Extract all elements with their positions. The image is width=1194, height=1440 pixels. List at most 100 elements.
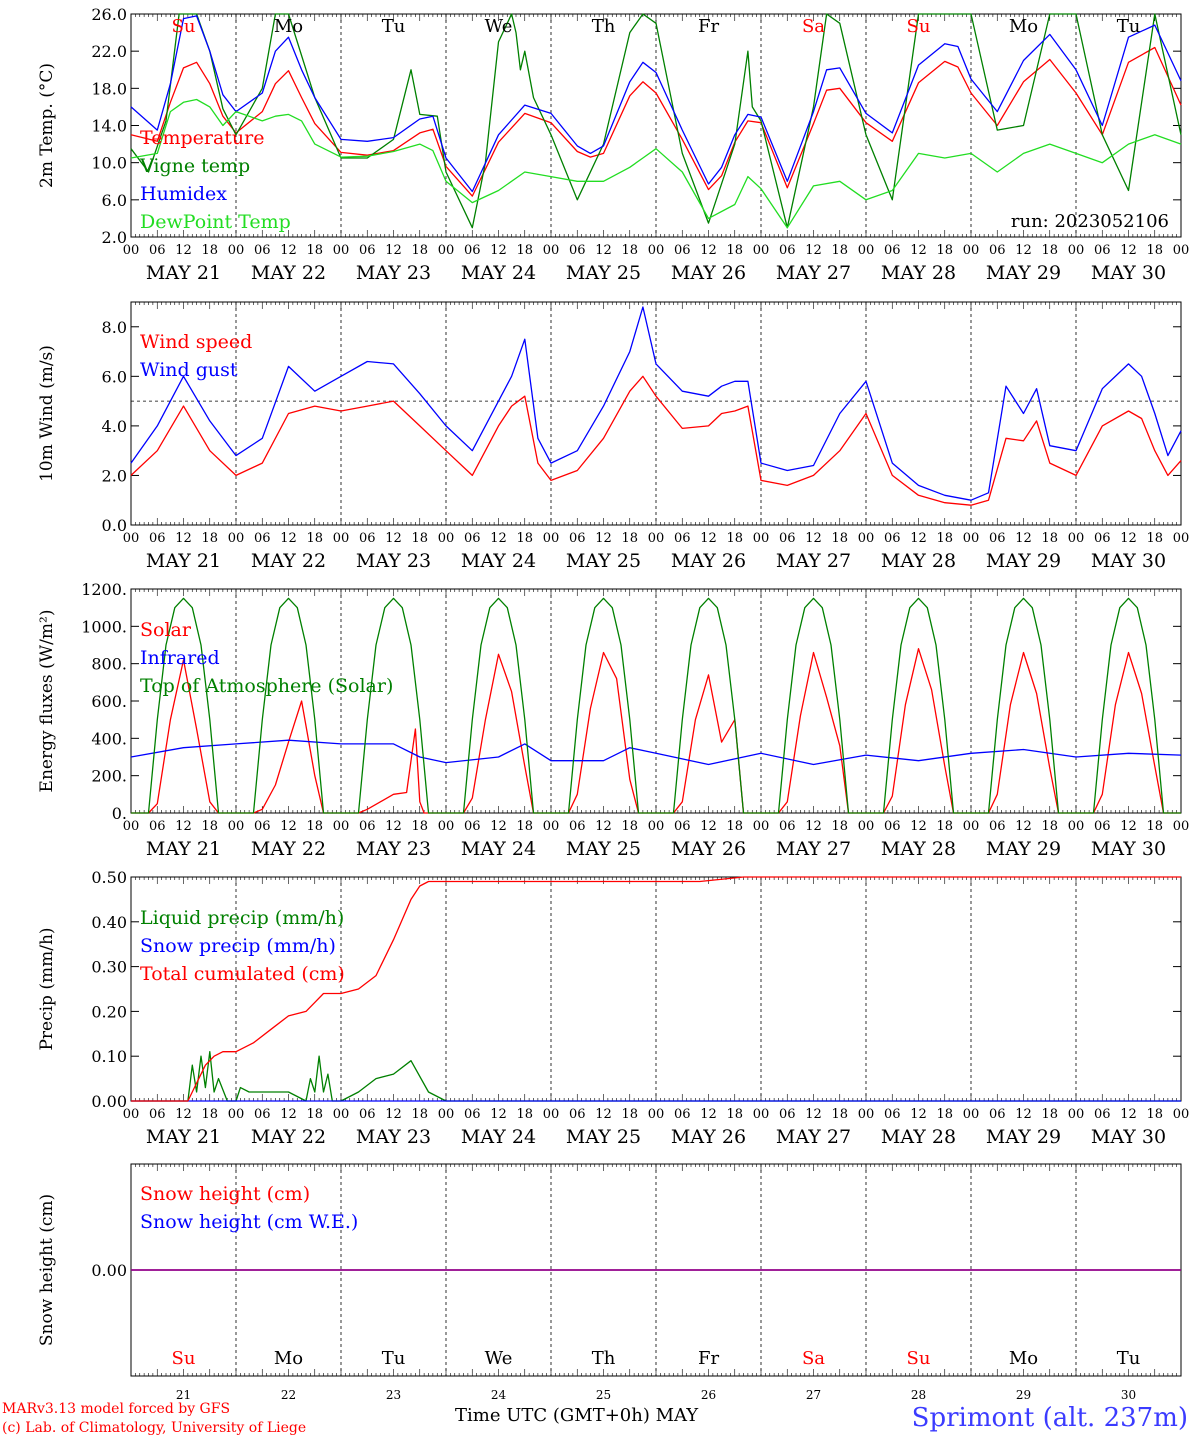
date-label: MAY 28 xyxy=(881,838,956,860)
hour-tick-label: 18 xyxy=(201,1107,218,1122)
day-header: Mo xyxy=(274,16,303,37)
hour-tick-label: 18 xyxy=(411,1107,428,1122)
date-label: MAY 29 xyxy=(986,550,1061,572)
date-label: MAY 28 xyxy=(881,1126,956,1148)
date-label: MAY 26 xyxy=(671,262,746,284)
hour-tick-label: 06 xyxy=(989,1107,1006,1122)
hour-tick-label: 00 xyxy=(858,819,875,834)
y-tick-label: 10.0 xyxy=(91,154,127,173)
hour-tick-label: 18 xyxy=(1146,819,1163,834)
hour-tick-label: 00 xyxy=(1173,819,1190,834)
hour-tick-label: 06 xyxy=(989,243,1006,258)
legend-entry: Top of Atmosphere (Solar) xyxy=(140,675,393,697)
day-number: 26 xyxy=(701,1388,716,1402)
hour-tick-label: 18 xyxy=(621,819,638,834)
hour-tick-label: 06 xyxy=(779,819,796,834)
y-tick-label: 400. xyxy=(91,729,127,748)
day-footer: Th xyxy=(592,1348,616,1369)
date-label: MAY 30 xyxy=(1091,550,1166,572)
hour-tick-label: 00 xyxy=(123,819,140,834)
hour-tick-label: 12 xyxy=(280,531,297,546)
date-label: MAY 29 xyxy=(986,262,1061,284)
day-header: Su xyxy=(907,16,931,37)
hour-tick-label: 06 xyxy=(674,531,691,546)
y-tick-label: 0.00 xyxy=(91,1261,127,1280)
hour-tick-label: 18 xyxy=(516,1107,533,1122)
hour-tick-label: 12 xyxy=(910,819,927,834)
hour-tick-label: 12 xyxy=(1015,243,1032,258)
hour-tick-label: 06 xyxy=(779,1107,796,1122)
hour-tick-label: 00 xyxy=(648,243,665,258)
date-label: MAY 21 xyxy=(146,1126,221,1148)
day-number: 21 xyxy=(176,1388,191,1402)
hour-tick-label: 12 xyxy=(595,531,612,546)
hour-tick-label: 12 xyxy=(175,819,192,834)
legend-entry: Temperature xyxy=(140,127,264,149)
date-label: MAY 25 xyxy=(566,1126,641,1148)
day-number: 27 xyxy=(806,1388,821,1402)
hour-tick-label: 18 xyxy=(516,531,533,546)
hour-tick-label: 00 xyxy=(123,531,140,546)
y-tick-label: 0.0 xyxy=(102,516,127,535)
day-footer: We xyxy=(485,1348,513,1369)
date-label: MAY 22 xyxy=(251,262,326,284)
hour-tick-label: 12 xyxy=(490,1107,507,1122)
hour-tick-label: 18 xyxy=(936,819,953,834)
hour-tick-label: 00 xyxy=(228,819,245,834)
hour-tick-label: 12 xyxy=(175,531,192,546)
hour-tick-label: 00 xyxy=(1068,819,1085,834)
hour-tick-label: 00 xyxy=(648,1107,665,1122)
hour-tick-label: 06 xyxy=(1094,531,1111,546)
hour-tick-label: 00 xyxy=(858,243,875,258)
y-tick-label: 6.0 xyxy=(102,367,127,386)
day-number: 29 xyxy=(1016,1388,1031,1402)
hour-tick-label: 06 xyxy=(254,1107,271,1122)
hour-tick-label: 00 xyxy=(1068,1107,1085,1122)
hour-tick-label: 06 xyxy=(779,531,796,546)
date-label: MAY 30 xyxy=(1091,1126,1166,1148)
date-label: MAY 23 xyxy=(356,838,431,860)
y-axis-label: 2m Temp. (°C) xyxy=(37,63,57,188)
hour-tick-label: 18 xyxy=(726,819,743,834)
y-tick-label: 4.0 xyxy=(102,417,127,436)
hour-tick-label: 00 xyxy=(438,1107,455,1122)
y-tick-label: 8.0 xyxy=(102,318,127,337)
date-label: MAY 28 xyxy=(881,262,956,284)
day-footer: Mo xyxy=(274,1348,303,1369)
hour-tick-label: 00 xyxy=(648,819,665,834)
hour-tick-label: 00 xyxy=(963,819,980,834)
hour-tick-label: 12 xyxy=(700,1107,717,1122)
hour-tick-label: 06 xyxy=(674,1107,691,1122)
hour-tick-label: 18 xyxy=(306,1107,323,1122)
day-footer: Su xyxy=(907,1348,931,1369)
hour-tick-label: 18 xyxy=(936,1107,953,1122)
hour-tick-label: 06 xyxy=(149,819,166,834)
date-label: MAY 23 xyxy=(356,1126,431,1148)
day-header: Fr xyxy=(698,16,719,37)
hour-tick-label: 18 xyxy=(411,531,428,546)
series-line xyxy=(131,876,1181,1102)
hour-tick-label: 18 xyxy=(831,819,848,834)
hour-tick-label: 18 xyxy=(201,819,218,834)
hour-tick-label: 18 xyxy=(621,243,638,258)
y-tick-label: 18.0 xyxy=(91,79,127,98)
date-label: MAY 26 xyxy=(671,838,746,860)
hour-tick-label: 00 xyxy=(123,243,140,258)
legend-entry: Solar xyxy=(140,619,192,641)
day-number: 30 xyxy=(1121,1388,1136,1402)
hour-tick-label: 00 xyxy=(963,531,980,546)
hour-tick-label: 06 xyxy=(569,531,586,546)
hour-tick-label: 06 xyxy=(779,243,796,258)
hour-tick-label: 12 xyxy=(595,1107,612,1122)
date-label: MAY 25 xyxy=(566,838,641,860)
lab-credit: (c) Lab. of Climatology, University of L… xyxy=(2,1420,307,1436)
day-header: Su xyxy=(172,16,196,37)
hour-tick-label: 06 xyxy=(989,531,1006,546)
hour-tick-label: 00 xyxy=(228,243,245,258)
hour-tick-label: 18 xyxy=(1146,243,1163,258)
hour-tick-label: 00 xyxy=(438,819,455,834)
date-label: MAY 22 xyxy=(251,1126,326,1148)
y-tick-label: 800. xyxy=(91,655,127,674)
hour-tick-label: 00 xyxy=(1173,243,1190,258)
hour-tick-label: 06 xyxy=(569,243,586,258)
